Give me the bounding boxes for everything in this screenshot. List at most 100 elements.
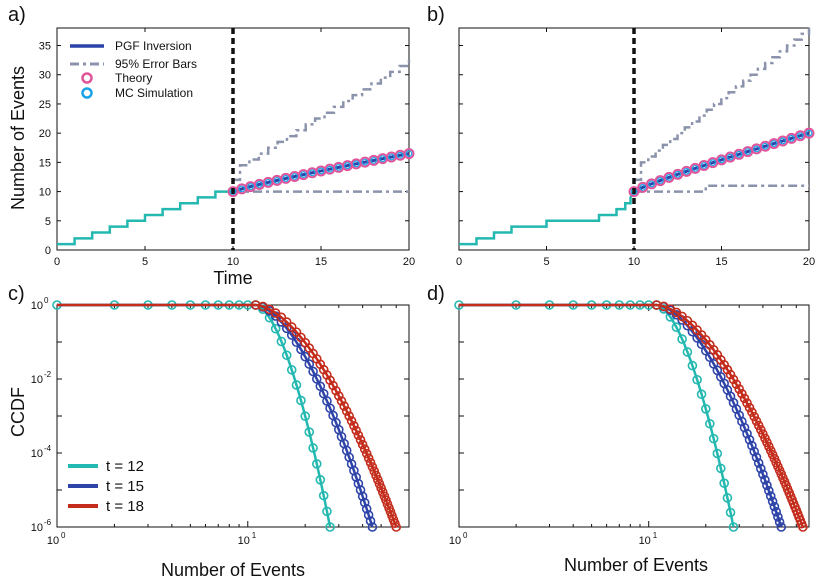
upper-error-bar: [634, 28, 811, 182]
ccdf-marker: [308, 443, 318, 453]
xlabel-d: Number of Events: [564, 555, 708, 575]
mc-marker: [753, 145, 760, 153]
ccdf-marker: [281, 350, 292, 361]
ccdf-marker: [734, 384, 744, 394]
y-tick-label: 20: [39, 128, 51, 140]
y-tick-label: 5: [45, 216, 51, 228]
ccdf-marker: [311, 374, 322, 384]
mc-marker: [726, 153, 734, 161]
ccdf-marker: [758, 469, 768, 480]
x-tick-exponent: 1: [653, 531, 658, 540]
x-tick-label: 0: [54, 256, 60, 268]
ccdf-marker: [365, 516, 376, 526]
ccdf-marker: [351, 472, 361, 482]
ccdf-marker: [725, 369, 736, 380]
mc-marker: [648, 180, 655, 188]
ccdf-marker: [771, 506, 781, 517]
y-tick-exponent: -6: [44, 518, 52, 527]
x-tick-exponent: 1: [252, 531, 257, 540]
ccdf-marker: [359, 444, 370, 454]
ccdf-marker: [331, 385, 341, 396]
x-tick-label: 15: [315, 256, 327, 268]
ccdf-marker: [357, 439, 368, 450]
panel-label-a: a): [8, 4, 26, 26]
legend-label-errorbars: 95% Error Bars: [115, 57, 197, 71]
legend-a: PGF Inversion 95% Error Bars Theory MC S…: [70, 39, 197, 100]
mc-marker: [379, 155, 387, 163]
ccdf-marker: [767, 496, 778, 507]
x-tick-label: 5: [142, 256, 148, 268]
panel-d: 10 0 10 1: [449, 300, 810, 547]
ccdf-marker: [355, 435, 366, 445]
ccdf-marker: [349, 420, 359, 431]
xlabel-a: Time: [213, 268, 252, 288]
ccdf-marker: [325, 522, 335, 532]
ccdf-marker: [391, 522, 402, 532]
ccdf-marker: [363, 510, 374, 520]
ccdf-marker: [286, 322, 297, 332]
ccdf-marker: [762, 480, 772, 491]
x-tick-label: 10: [227, 256, 239, 268]
ccdf-marker: [760, 475, 770, 485]
ccdf-marker: [369, 466, 380, 476]
ccdf-line-t12: [57, 303, 332, 528]
history-line: [459, 190, 636, 246]
ccdf-marker: [687, 326, 698, 337]
panel-label-c: c): [8, 283, 25, 305]
ccdf-marker: [286, 365, 297, 375]
y-tick-label: 30: [39, 70, 51, 82]
ccdf-marker: [712, 448, 723, 459]
ccdf-marker: [737, 416, 747, 427]
ccdf-marker: [716, 463, 726, 474]
ccdf-marker: [773, 512, 783, 522]
ccdf-marker: [346, 416, 357, 426]
y-tick-label: 15: [39, 157, 51, 169]
legend-label-t15: t = 15: [106, 478, 144, 495]
mc-marker: [291, 173, 299, 180]
panel-c: 10 0 10 110 010 -210 -410 -6: [31, 296, 410, 547]
ccdf-marker: [708, 433, 719, 444]
mc-marker: [352, 160, 360, 168]
ccdf-marker: [682, 347, 693, 357]
mc-marker: [691, 164, 699, 172]
ccdf-marker: [722, 364, 733, 375]
legend-label-t18: t = 18: [106, 498, 144, 515]
ccdf-marker: [318, 490, 329, 501]
mc-marker: [788, 134, 795, 142]
ccdf-marker: [311, 459, 322, 469]
y-tick-label: 10: [31, 448, 43, 460]
y-tick-label: 10: [31, 300, 43, 312]
mc-marker: [639, 183, 647, 191]
ccdf-marker: [339, 401, 349, 411]
mc-marker: [361, 158, 369, 166]
legend-c: t = 12 t = 15 t = 18: [68, 458, 144, 515]
ccdf-line-t15: [57, 303, 374, 528]
xlabel-c: Number of Events: [161, 560, 305, 580]
ccdf-marker: [322, 506, 332, 517]
ccdf-marker: [719, 478, 729, 488]
mc-marker: [665, 174, 673, 181]
theory-marker: [628, 186, 640, 198]
ccdf-marker: [325, 375, 335, 386]
mc-marker: [344, 162, 351, 169]
legend-label-t12: t = 12: [106, 458, 144, 475]
mc-marker: [718, 156, 725, 164]
ccdf-marker: [300, 351, 311, 362]
ccdf-marker: [742, 398, 752, 408]
ccdf-marker: [300, 411, 311, 421]
ccdf-marker: [353, 478, 364, 489]
ccdf-marker: [765, 491, 776, 501]
ccdf-line-t15: [459, 303, 783, 528]
ccdf-marker: [700, 404, 711, 414]
mc-marker: [405, 150, 413, 158]
mc-marker: [700, 162, 708, 169]
ccdf-marker: [359, 497, 370, 508]
legend-label-pgf: PGF Inversion: [115, 39, 192, 53]
mc-marker: [282, 175, 290, 182]
legend-marker-theory: [81, 72, 93, 84]
mc-marker: [273, 176, 281, 184]
mc-marker: [238, 185, 246, 193]
ccdf-marker: [333, 391, 344, 401]
y-tick-label: 25: [39, 99, 51, 111]
